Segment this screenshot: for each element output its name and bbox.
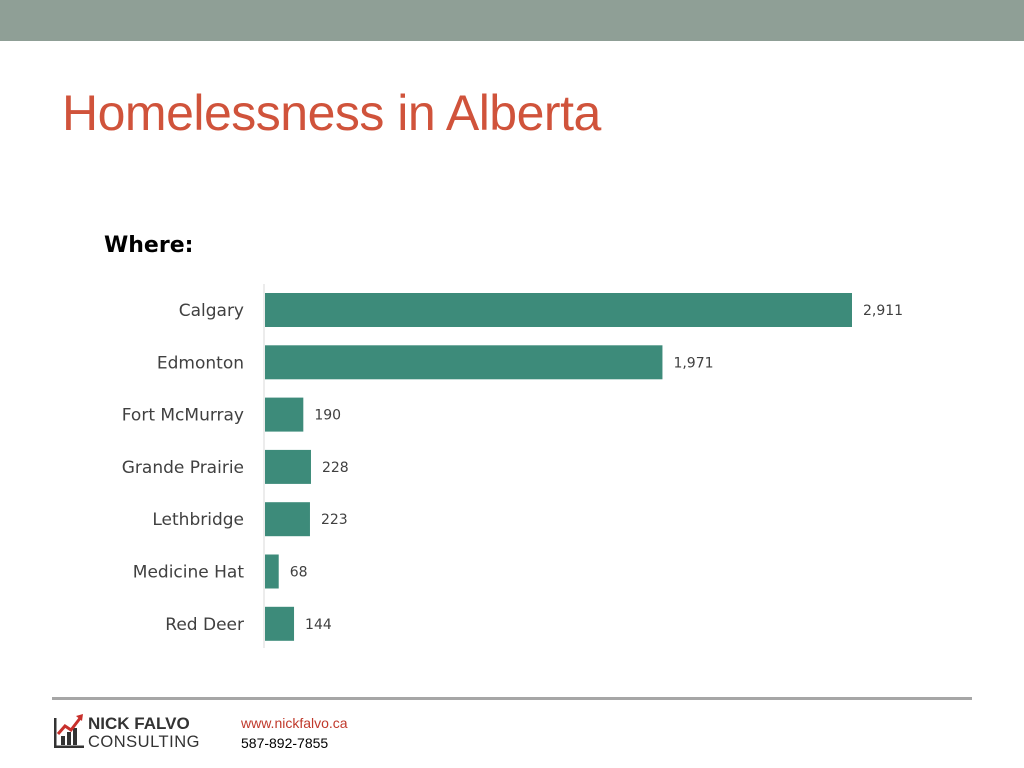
category-label: Medicine Hat bbox=[133, 563, 245, 583]
footer-divider bbox=[52, 697, 972, 700]
contact-info: www.nickfalvo.ca 587-892-7855 bbox=[241, 713, 348, 753]
category-label: Red Deer bbox=[165, 615, 244, 635]
bar bbox=[265, 449, 311, 484]
data-label: 223 bbox=[321, 512, 348, 528]
bar bbox=[265, 345, 663, 380]
data-label: 2,911 bbox=[863, 303, 903, 319]
chart-subtitle: Where: bbox=[104, 233, 194, 258]
data-label: 190 bbox=[314, 408, 341, 424]
category-label: Lethbridge bbox=[152, 510, 244, 530]
bar bbox=[265, 606, 295, 641]
slide-title: Homelessness in Alberta bbox=[62, 85, 601, 141]
bar bbox=[265, 502, 310, 537]
bar-chart: Calgary 2,911 Edmonton 1,971 Fort McMurray 19… bbox=[122, 284, 903, 648]
bar bbox=[265, 293, 852, 327]
website-link[interactable]: www.nickfalvo.ca bbox=[241, 715, 348, 731]
phone-number: 587-892-7855 bbox=[241, 735, 329, 751]
category-label: Fort McMurray bbox=[122, 406, 244, 426]
logo-chart-icon bbox=[54, 714, 84, 748]
logo-line2: CONSULTING bbox=[88, 733, 200, 751]
bar bbox=[265, 397, 304, 432]
category-label: Calgary bbox=[179, 301, 244, 321]
category-label: Grande Prairie bbox=[122, 458, 244, 478]
bar bbox=[265, 554, 279, 589]
data-label: 68 bbox=[290, 565, 308, 581]
category-label: Edmonton bbox=[157, 353, 244, 373]
data-label: 228 bbox=[322, 460, 349, 476]
data-label: 144 bbox=[305, 617, 332, 633]
logo-line1: NICK FALVO bbox=[88, 714, 190, 733]
data-label: 1,971 bbox=[673, 355, 713, 371]
top-banner bbox=[0, 0, 1024, 41]
nick-falvo-consulting-logo: NICK FALVO CONSULTING bbox=[54, 714, 200, 751]
